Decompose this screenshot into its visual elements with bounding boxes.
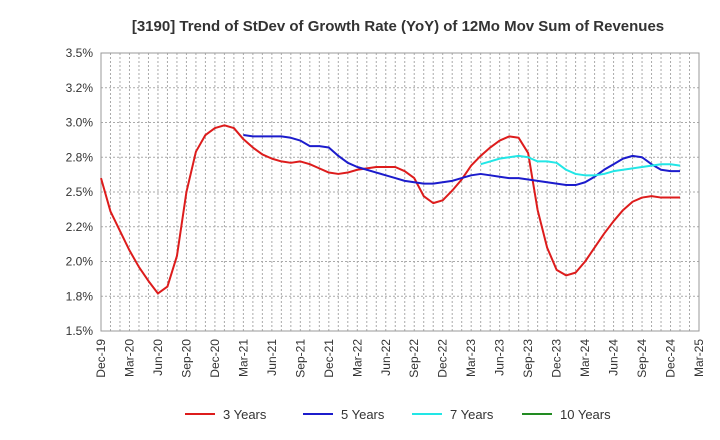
- x-tick-label: Mar-20: [122, 339, 136, 377]
- x-tick-label: Dec-19: [94, 339, 108, 378]
- y-tick-label: 2.2%: [66, 220, 94, 234]
- plot-area-frame: [100, 52, 700, 332]
- x-tick-label: Dec-22: [436, 339, 450, 378]
- x-tick-label: Dec-24: [664, 339, 678, 378]
- series-line-5-years: [243, 134, 681, 187]
- x-tick-label: Mar-25: [692, 339, 706, 377]
- x-tick-label: Sep-24: [635, 339, 649, 378]
- x-tick-label: Jun-24: [607, 339, 621, 376]
- x-tick-label: Sep-21: [293, 339, 307, 378]
- y-tick-label: 2.8%: [66, 150, 94, 164]
- x-tick-label: Sep-20: [179, 339, 193, 378]
- y-tick-label: 3.5%: [66, 46, 94, 60]
- x-tick-label: Dec-23: [550, 339, 564, 378]
- x-tick-label: Mar-23: [464, 339, 478, 377]
- chart-title: [3190] Trend of StDev of Growth Rate (Yo…: [132, 18, 664, 35]
- y-tick-label: 2.0%: [66, 255, 94, 269]
- x-tick-label: Jun-20: [151, 339, 165, 376]
- x-tick-label: Dec-21: [322, 339, 336, 378]
- legend-label-3-years: 3 Years: [223, 407, 267, 422]
- x-tick-label: Mar-21: [236, 339, 250, 377]
- grid-lines: [101, 53, 699, 331]
- y-tick-label: 3.0%: [66, 116, 94, 130]
- legend-label-7-years: 7 Years: [450, 407, 494, 422]
- legend: 3 Years 5 Years 7 Years 10 Years: [185, 407, 611, 422]
- x-tick-label: Sep-22: [407, 339, 421, 378]
- x-tick-label: Dec-20: [208, 339, 222, 378]
- x-tick-label: Mar-24: [578, 339, 592, 377]
- x-tick-label: Sep-23: [521, 339, 535, 378]
- y-tick-label: 1.5%: [66, 324, 94, 338]
- y-axis: 1.5% 1.8% 2.0% 2.2% 2.5% 2.8% 3.0% 3.2% 3.5%: [66, 46, 94, 338]
- legend-label-10-years: 10 Years: [560, 407, 611, 422]
- y-tick-label: 2.5%: [66, 185, 94, 199]
- x-tick-label: Jun-23: [493, 339, 507, 376]
- series-line-7-years: [480, 154, 681, 177]
- series-lines: [100, 124, 681, 295]
- y-tick-label: 3.2%: [66, 81, 94, 95]
- x-tick-label: Jun-22: [379, 339, 393, 376]
- y-tick-label: 1.8%: [66, 289, 94, 303]
- x-axis: Dec-19 Mar-20 Jun-20 Sep-20 Dec-20 Mar-21 Jun-…: [94, 339, 706, 378]
- x-tick-label: Jun-21: [265, 339, 279, 376]
- x-tick-label: Mar-22: [350, 339, 364, 377]
- series-line-3-years: [100, 124, 681, 295]
- legend-label-5-years: 5 Years: [341, 407, 385, 422]
